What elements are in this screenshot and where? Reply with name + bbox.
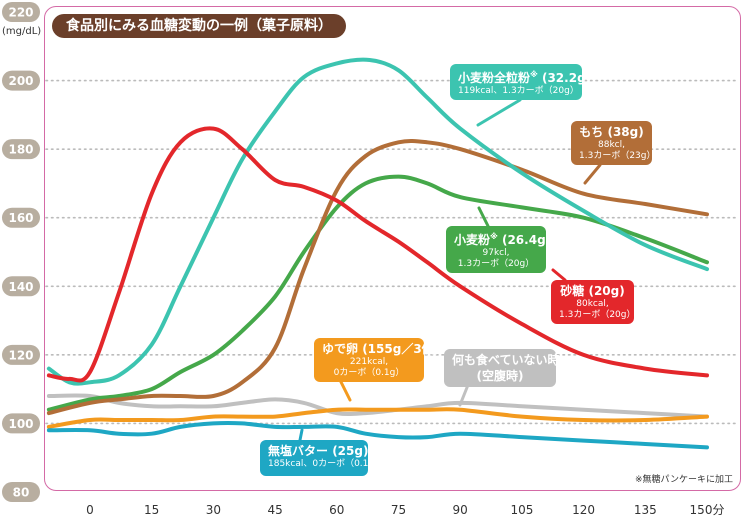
callout-detail: 80kcal, bbox=[576, 299, 609, 309]
series-line-4 bbox=[46, 407, 709, 429]
amount: (26.4g) bbox=[497, 233, 552, 247]
footnote: ※無糖パンケーキに加工 bbox=[635, 475, 733, 485]
callout-wholewheat: 小麦粉全粒粉※ (32.2g) 119kcal、1.3カーボ（20g） bbox=[450, 64, 591, 100]
callout-detail: 185kcal、0カーボ（0.1g） bbox=[268, 459, 384, 469]
callout-pointer-butter bbox=[298, 428, 304, 442]
x-tick-label-120: 120 bbox=[572, 503, 595, 517]
y-tick-badge-140 bbox=[2, 276, 40, 297]
series-name: ゆで卵 bbox=[322, 342, 359, 356]
y-tick-badge-220 bbox=[2, 2, 40, 22]
callout-pointer-egg bbox=[338, 378, 352, 402]
y-tick-label-160: 160 bbox=[8, 211, 33, 225]
y-tick-label-220: 220 bbox=[8, 6, 33, 20]
callout-detail: 0カーボ（0.1g） bbox=[333, 368, 405, 378]
series-name: もち bbox=[579, 125, 604, 139]
y-tick-badge-120 bbox=[2, 344, 40, 365]
y-tick-label-140: 140 bbox=[8, 280, 33, 294]
x-tick-label-60: 60 bbox=[329, 503, 344, 517]
amount: (155g／3個) bbox=[358, 342, 440, 356]
series-line-6 bbox=[46, 421, 709, 450]
callout-name: 無塩バター (25g) bbox=[268, 443, 368, 459]
y-tick-label-100: 100 bbox=[8, 417, 33, 431]
callout-fasting: 何も食べていない時 (空腹時) bbox=[444, 349, 560, 387]
callout-detail: (空腹時) bbox=[476, 369, 524, 383]
series-line-2 bbox=[46, 138, 709, 416]
y-tick-badge-100 bbox=[2, 413, 40, 434]
note-mark: ※ bbox=[530, 70, 538, 79]
callout-detail: 97kcl, bbox=[482, 248, 510, 258]
x-tick-label-150: 150分 bbox=[690, 503, 725, 517]
series-line-5 bbox=[46, 393, 709, 419]
x-tick-label-0: 0 bbox=[86, 503, 94, 517]
x-tick-label-135: 135 bbox=[634, 503, 657, 517]
amount: (38g) bbox=[603, 125, 644, 139]
y-tick-label-180: 180 bbox=[8, 143, 33, 157]
series-line-1 bbox=[46, 174, 709, 412]
series-name: 砂糖 bbox=[560, 284, 585, 298]
callout-detail: 221kcal, bbox=[349, 357, 389, 367]
callout-detail: 1.3カーボ（20g） bbox=[559, 310, 636, 320]
callout-pointer-fasting bbox=[458, 383, 470, 407]
callout-name: もち (38g) bbox=[579, 124, 644, 140]
series-name: 無塩バター bbox=[268, 444, 329, 458]
callout-pointer-flour bbox=[477, 206, 490, 228]
callout-name: 小麦粉※ (26.4g) bbox=[454, 229, 551, 248]
y-tick-badge-180 bbox=[2, 139, 40, 160]
y-tick-badge-160 bbox=[2, 207, 40, 228]
callout-detail: 119kcal、1.3カーボ（20g） bbox=[458, 86, 579, 96]
x-tick-label-90: 90 bbox=[453, 503, 468, 517]
series-line-3 bbox=[46, 126, 709, 383]
series-name: 小麦粉全粒粉 bbox=[458, 71, 531, 85]
amount: (20g) bbox=[584, 284, 625, 298]
callout-egg: ゆで卵 (155g／3個) 221kcal, 0カーボ（0.1g） bbox=[314, 338, 439, 382]
amount: (25g) bbox=[328, 444, 369, 458]
callout-sugar: 砂糖 (20g) 80kcal, 1.3カーボ（20g） bbox=[551, 280, 636, 324]
y-tick-label-200: 200 bbox=[8, 74, 33, 88]
callout-detail: 1.3カーボ（23g） bbox=[579, 151, 656, 161]
y-tick-label-120: 120 bbox=[8, 348, 33, 362]
callout-pointer-sugar bbox=[551, 268, 567, 282]
series-name: 何も食べていない時 bbox=[452, 353, 560, 367]
callout-detail: 88kcl, bbox=[598, 140, 625, 150]
note-mark: ※ bbox=[490, 232, 498, 241]
chart-frame bbox=[44, 6, 741, 491]
chart-title: 食品別にみる血糖変動の一例（菓子原料） bbox=[52, 14, 346, 38]
x-tick-label-30: 30 bbox=[206, 503, 221, 517]
x-tick-label-15: 15 bbox=[144, 503, 159, 517]
y-tick-label-80: 80 bbox=[13, 486, 30, 500]
callout-flour: 小麦粉※ (26.4g) 97kcl, 1.3カーボ（20g） bbox=[446, 226, 551, 273]
callout-butter: 無塩バター (25g) 185kcal、0カーボ（0.1g） bbox=[260, 440, 384, 476]
callout-mochi: もち (38g) 88kcl, 1.3カーボ（23g） bbox=[571, 121, 656, 165]
callout-name: 砂糖 (20g) bbox=[559, 283, 626, 299]
callout-name: ゆで卵 (155g／3個) bbox=[322, 341, 439, 357]
callout-pointer-mochi bbox=[583, 163, 602, 185]
x-tick-label-105: 105 bbox=[510, 503, 533, 517]
callout-name: 小麦粉全粒粉※ (32.2g) bbox=[458, 67, 591, 86]
series-name: 小麦粉 bbox=[454, 233, 491, 247]
callout-name: 何も食べていない時 bbox=[452, 352, 560, 368]
x-tick-label-45: 45 bbox=[267, 503, 282, 517]
series-line-0 bbox=[46, 57, 709, 386]
amount: (32.2g) bbox=[537, 71, 592, 85]
x-tick-label-75: 75 bbox=[391, 503, 406, 517]
y-axis-unit: (mg/dL) bbox=[2, 26, 41, 37]
y-tick-badge-200 bbox=[2, 70, 40, 91]
callout-pointer-wholewheat bbox=[476, 98, 522, 127]
callout-detail: 1.3カーボ（20g） bbox=[457, 259, 535, 269]
y-tick-badge-80 bbox=[2, 482, 40, 502]
